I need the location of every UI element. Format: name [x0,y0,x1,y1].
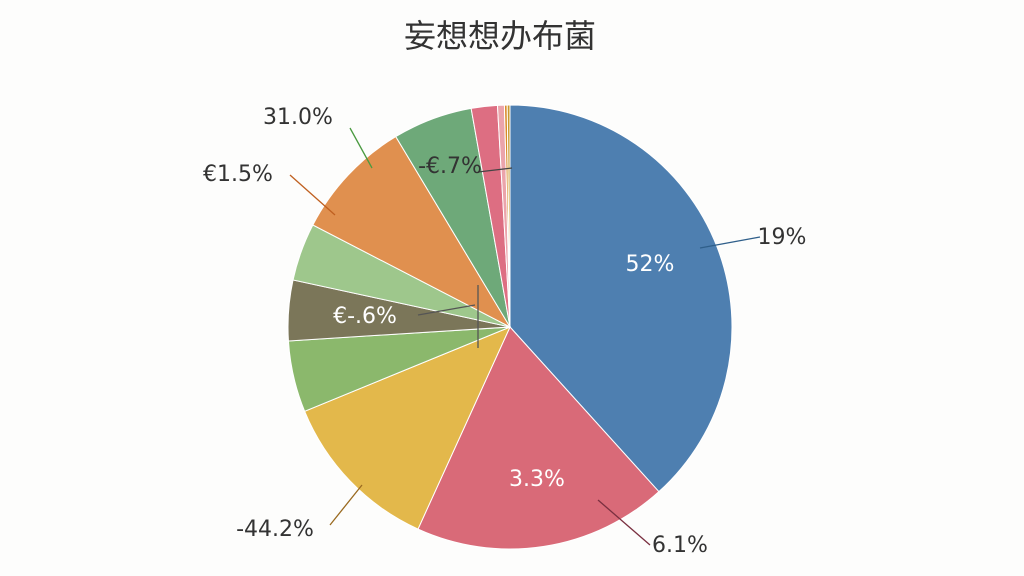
annotation: 6.1% [652,533,708,558]
annotation: 31.0% [263,105,333,130]
annotation: €1.5% [203,162,273,187]
annotation: 52% [626,252,675,277]
chart-title: 妄想想办布菌 [404,17,596,55]
annotation: €-.6% [333,304,397,329]
pie-slice [303,326,511,530]
pie-slice [312,135,512,329]
leader-line [289,174,336,216]
leader-line [477,167,513,173]
leader-line [349,127,373,169]
leader-line [597,499,651,546]
leader-line [329,484,363,526]
pie-slice [506,104,511,328]
annotation: 3.3% [509,467,565,492]
annotation: -44.2% [236,517,314,542]
leader-line [417,304,476,316]
leader-line [699,236,761,249]
pie-slice [509,104,733,493]
annotation: 19% [758,225,807,250]
annotation: -€.7% [418,154,482,179]
pie-slice [417,326,660,550]
